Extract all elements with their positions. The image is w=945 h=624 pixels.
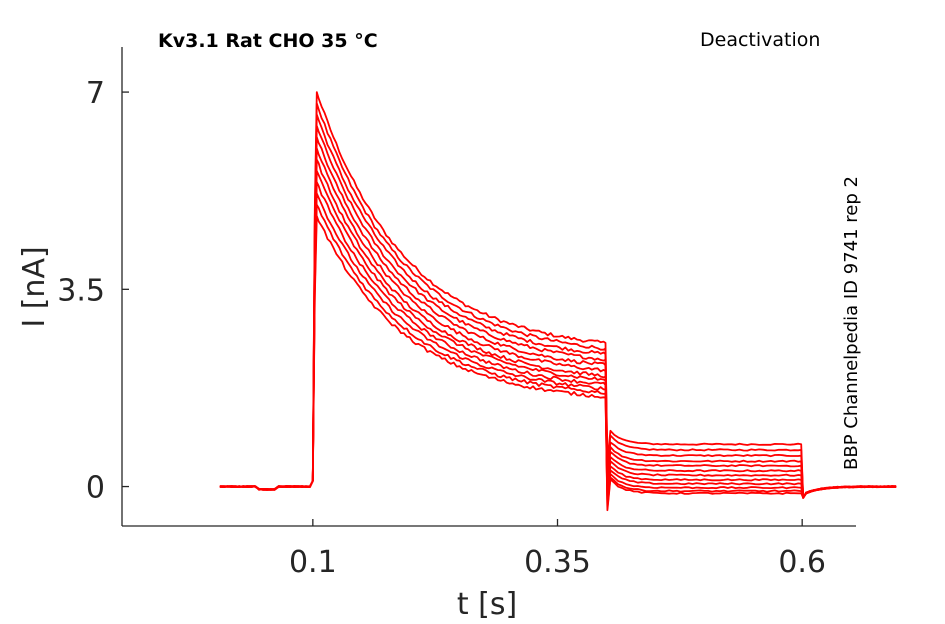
ticks: 0.1 0.35 0.6 0 3.5 7 [57,76,826,580]
x-tick-label: 0.1 [289,545,337,580]
protocol-label: Deactivation [700,29,820,51]
source-label: BBP Channelpedia ID 9741 rep 2 [841,176,862,470]
current-trace [219,102,897,499]
x-tick-label: 0.6 [778,545,826,580]
y-tick-label: 0 [86,471,105,506]
y-tick-label: 7 [86,76,105,111]
current-trace [219,192,897,506]
current-trace [219,158,897,499]
plot-area: 0.1 0.35 0.6 0 3.5 7 [57,47,897,580]
current-trace [219,136,897,499]
current-trace [219,170,897,499]
current-trace [219,91,897,499]
y-tick-label: 3.5 [57,273,105,308]
current-trace [219,215,897,512]
traces [219,91,897,512]
current-trace [219,181,897,502]
x-axis-label: t [s] [457,587,517,622]
current-trace [219,147,897,499]
current-trace [219,125,897,499]
current-trace [219,113,897,499]
chart-title: Kv3.1 Rat CHO 35 °C [158,30,378,52]
y-axis-label: I [nA] [17,246,52,327]
x-tick-label: 0.35 [524,545,591,580]
current-trace [219,203,897,509]
